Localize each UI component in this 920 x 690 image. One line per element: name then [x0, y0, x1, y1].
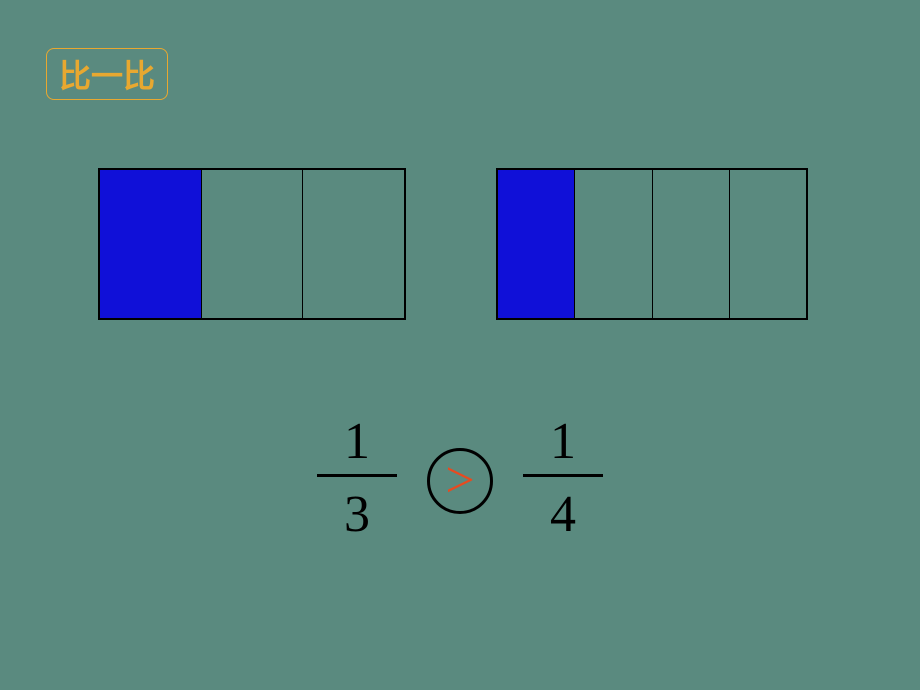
compare-badge: 比一比: [46, 48, 168, 100]
fraction-bar-right: [496, 168, 808, 320]
fraction-numerator: 1: [344, 416, 370, 470]
fraction-numerator: 1: [550, 416, 576, 470]
bar-cell: [653, 170, 730, 318]
bar-cell: [303, 170, 404, 318]
fraction-left: 1 3: [317, 416, 397, 541]
fraction-right: 1 4: [523, 416, 603, 541]
fraction-divider: [523, 474, 603, 477]
fraction-denominator: 3: [344, 481, 370, 541]
fraction-denominator: 4: [550, 481, 576, 541]
bar-cell: [202, 170, 304, 318]
bar-cell: [575, 170, 652, 318]
bar-cell: [498, 170, 575, 318]
bar-cell: [100, 170, 202, 318]
comparison-operator: >: [427, 448, 493, 514]
comparison-row: 1 3 > 1 4: [0, 416, 920, 541]
bar-cell: [730, 170, 806, 318]
fraction-bar-left: [98, 168, 406, 320]
fraction-divider: [317, 474, 397, 477]
